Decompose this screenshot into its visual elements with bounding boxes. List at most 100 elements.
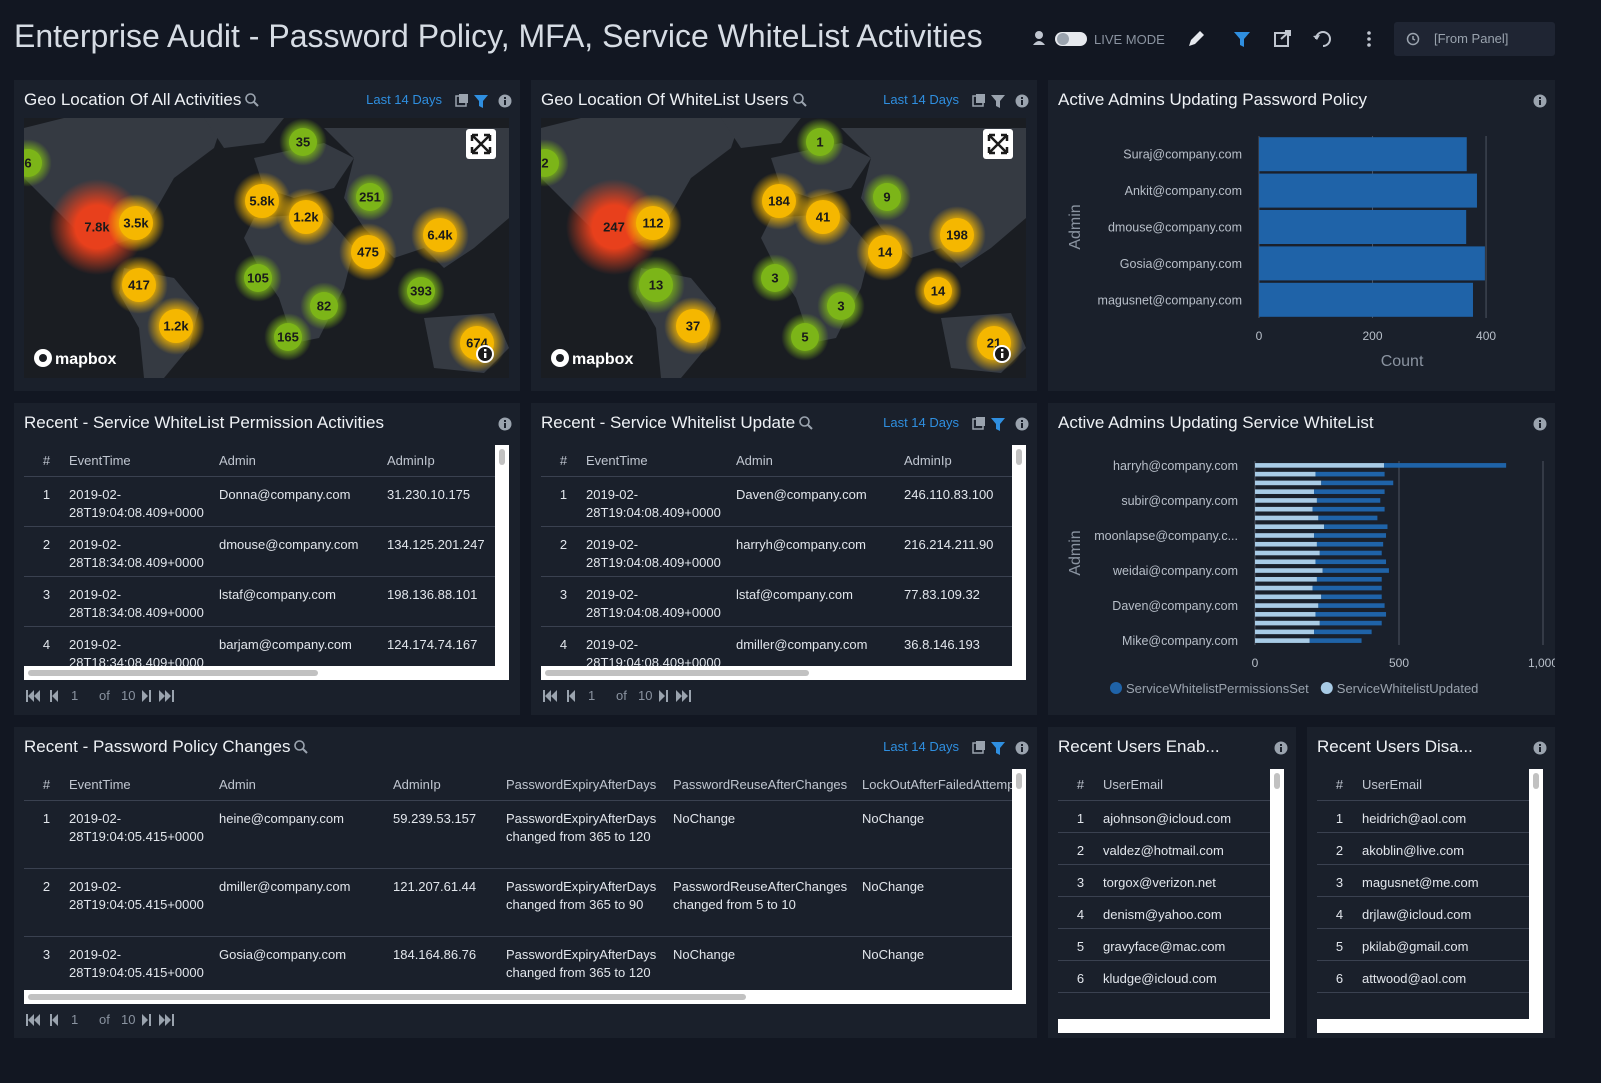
- time-range[interactable]: Last 14 Days: [366, 92, 442, 107]
- scroll-thumb[interactable]: [1016, 449, 1022, 465]
- bar: [1259, 210, 1467, 244]
- live-mode-controls[interactable]: LIVE MODE: [1030, 26, 1230, 54]
- cluster[interactable]: [407, 277, 435, 305]
- column-header: #: [1058, 769, 1103, 801]
- cluster[interactable]: [274, 323, 302, 351]
- pagination-controls[interactable]: [542, 688, 712, 704]
- cluster[interactable]: [827, 292, 855, 320]
- cluster[interactable]: [597, 210, 631, 244]
- time-picker[interactable]: [From Panel]: [1394, 22, 1555, 56]
- time-range[interactable]: Last 14 Days: [883, 415, 959, 430]
- horizontal-scrollbar[interactable]: [1058, 1019, 1284, 1033]
- scroll-thumb[interactable]: [28, 670, 318, 676]
- cluster[interactable]: [310, 292, 338, 320]
- scroll-thumb[interactable]: [499, 449, 505, 465]
- cluster[interactable]: [289, 128, 317, 156]
- zoom-icon[interactable]: [792, 92, 808, 108]
- vertical-scrollbar[interactable]: [1529, 769, 1543, 1019]
- cluster[interactable]: [245, 184, 279, 218]
- table-cell: attwood@aol.com: [1362, 960, 1529, 993]
- bar-segment: [1384, 463, 1507, 468]
- horizontal-scrollbar[interactable]: [541, 666, 1026, 680]
- table-cell: dmiller@company.com: [219, 868, 393, 937]
- cluster[interactable]: [639, 268, 673, 302]
- table-cell: 3: [1317, 864, 1362, 897]
- pagination-controls[interactable]: [25, 1012, 195, 1028]
- cluster[interactable]: [541, 149, 559, 177]
- info-icon[interactable]: [1533, 417, 1547, 431]
- time-range[interactable]: Last 14 Days: [883, 92, 959, 107]
- cluster[interactable]: [289, 200, 323, 234]
- table: # EventTime Admin AdminIp 1 2019-02-28T19:04:…: [541, 445, 1026, 680]
- vertical-scrollbar[interactable]: [1012, 445, 1026, 666]
- info-icon[interactable]: [1015, 417, 1029, 431]
- cluster[interactable]: [80, 210, 114, 244]
- cluster[interactable]: [24, 149, 42, 177]
- live-mode-label: LIVE MODE: [1094, 32, 1165, 47]
- info-icon[interactable]: [1015, 94, 1029, 108]
- cluster[interactable]: [868, 235, 902, 269]
- cluster[interactable]: [806, 200, 840, 234]
- info-icon[interactable]: [498, 417, 512, 431]
- cluster-label: 247: [603, 220, 625, 235]
- cluster[interactable]: [873, 183, 901, 211]
- cluster[interactable]: [791, 323, 819, 351]
- vertical-scrollbar[interactable]: [1012, 769, 1026, 990]
- scroll-thumb[interactable]: [28, 994, 746, 1000]
- cluster[interactable]: [762, 184, 796, 218]
- scroll-thumb[interactable]: [1016, 773, 1022, 789]
- info-icon[interactable]: [1274, 741, 1288, 755]
- panel-tools[interactable]: [971, 416, 1011, 432]
- zoom-icon[interactable]: [244, 92, 260, 108]
- table-row: 1 ajohnson@icloud.com: [1058, 800, 1270, 833]
- cluster[interactable]: [159, 309, 193, 343]
- first-page: [26, 1014, 40, 1026]
- bar-segment: [1255, 594, 1322, 600]
- horizontal-scrollbar[interactable]: [24, 990, 1026, 1004]
- panel-tools[interactable]: [454, 93, 494, 109]
- info-icon[interactable]: [1533, 94, 1547, 108]
- table-cell: valdez@hotmail.com: [1103, 832, 1270, 865]
- cluster[interactable]: [244, 264, 272, 292]
- cluster[interactable]: [356, 183, 384, 211]
- cluster[interactable]: [423, 218, 457, 252]
- icon-shape: [1021, 97, 1023, 99]
- cluster[interactable]: [636, 206, 670, 240]
- cluster[interactable]: [761, 264, 789, 292]
- icon-shape: [302, 748, 309, 754]
- horizontal-scrollbar[interactable]: [1317, 1019, 1543, 1033]
- cluster-label: 1.2k: [163, 319, 189, 334]
- cluster[interactable]: [806, 128, 834, 156]
- table-row: 1 2019-02-28T19:04:08.409+0000 Donna@compa…: [24, 476, 495, 527]
- info-icon[interactable]: [1015, 741, 1029, 755]
- time-range[interactable]: Last 14 Days: [883, 739, 959, 754]
- panel: Geo Location Of All Activities Last 14 Da…: [14, 80, 520, 391]
- column-header: #: [1317, 769, 1362, 801]
- bar: [1259, 246, 1485, 281]
- bar-segment: [1315, 471, 1385, 477]
- cluster[interactable]: [119, 206, 153, 240]
- vertical-scrollbar[interactable]: [495, 445, 509, 666]
- cluster[interactable]: [940, 218, 974, 252]
- panel-tools[interactable]: [971, 740, 1011, 756]
- cluster[interactable]: [351, 235, 385, 269]
- map[interactable]: 6 35 7.8k 3.5k 5.8k 1.2k 251 6.4k 475 417 105 82 393…: [24, 118, 509, 378]
- cluster[interactable]: [122, 268, 156, 302]
- table-cell: NoChange: [673, 936, 862, 990]
- panel-tools[interactable]: [971, 93, 1011, 109]
- info-icon[interactable]: [1533, 741, 1547, 755]
- vertical-scrollbar[interactable]: [1270, 769, 1284, 1019]
- zoom-icon[interactable]: [293, 739, 309, 755]
- pagination-controls[interactable]: [25, 688, 195, 704]
- horizontal-scrollbar[interactable]: [24, 666, 509, 680]
- cluster[interactable]: [676, 309, 710, 343]
- info-icon[interactable]: [498, 94, 512, 108]
- scroll-thumb[interactable]: [1274, 773, 1280, 789]
- scroll-thumb[interactable]: [1533, 773, 1539, 789]
- scroll-thumb[interactable]: [545, 670, 809, 676]
- zoom-icon[interactable]: [798, 415, 814, 431]
- toolbar[interactable]: [1185, 28, 1385, 52]
- cluster[interactable]: [924, 277, 952, 305]
